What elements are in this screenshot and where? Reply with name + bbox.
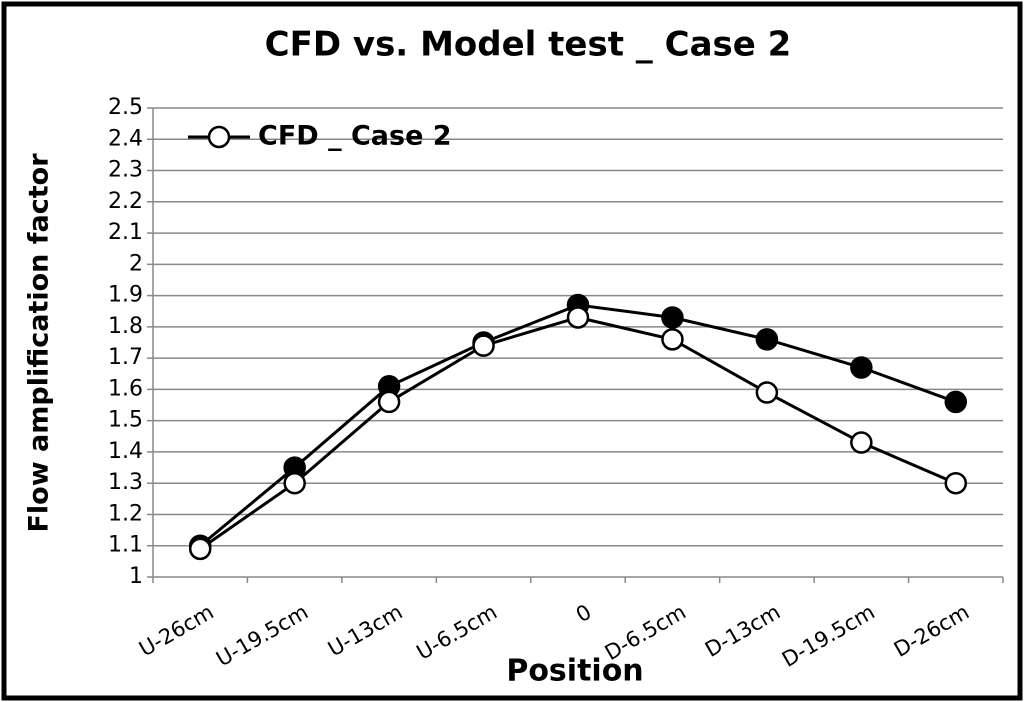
data-point — [661, 328, 684, 351]
y-axis-label: Flow amplification factor — [24, 153, 55, 533]
y-tick-label: 2.2 — [108, 189, 143, 214]
y-tick-label: 1.9 — [108, 283, 143, 308]
data-point — [850, 431, 873, 454]
y-tick-label: 1.7 — [108, 345, 143, 370]
y-tick-label: 2 — [129, 251, 143, 276]
data-point — [661, 306, 684, 329]
legend-marker — [207, 125, 231, 149]
chart-title: CFD vs. Model test _ Case 2 — [265, 25, 792, 65]
data-point — [755, 381, 779, 404]
data-point — [755, 328, 779, 351]
data-point — [850, 356, 873, 379]
data-point — [944, 390, 968, 414]
y-tick-label: 1.4 — [108, 439, 143, 464]
y-tick-label: 2.1 — [108, 220, 143, 245]
data-point — [188, 537, 212, 561]
y-tick-label: 1.8 — [108, 314, 143, 339]
y-tick-label: 1.1 — [108, 533, 143, 558]
legend-label: CFD _ Case 2 — [258, 121, 452, 152]
y-tick-label: 1.6 — [108, 376, 143, 401]
y-tick-label: 2.4 — [108, 126, 143, 151]
y-tick-label: 1 — [129, 564, 143, 589]
y-tick-label: 2.5 — [108, 95, 143, 120]
y-tick-label: 2.3 — [108, 158, 143, 183]
data-point — [472, 334, 495, 357]
y-tick-label: 1.2 — [108, 501, 143, 526]
data-point — [566, 306, 590, 329]
y-tick-label: 1.3 — [108, 470, 143, 495]
data-point — [377, 390, 401, 414]
data-point — [944, 471, 968, 495]
y-tick-label: 1.5 — [108, 408, 143, 433]
data-point — [283, 471, 306, 495]
x-axis-label: Position — [506, 654, 643, 689]
